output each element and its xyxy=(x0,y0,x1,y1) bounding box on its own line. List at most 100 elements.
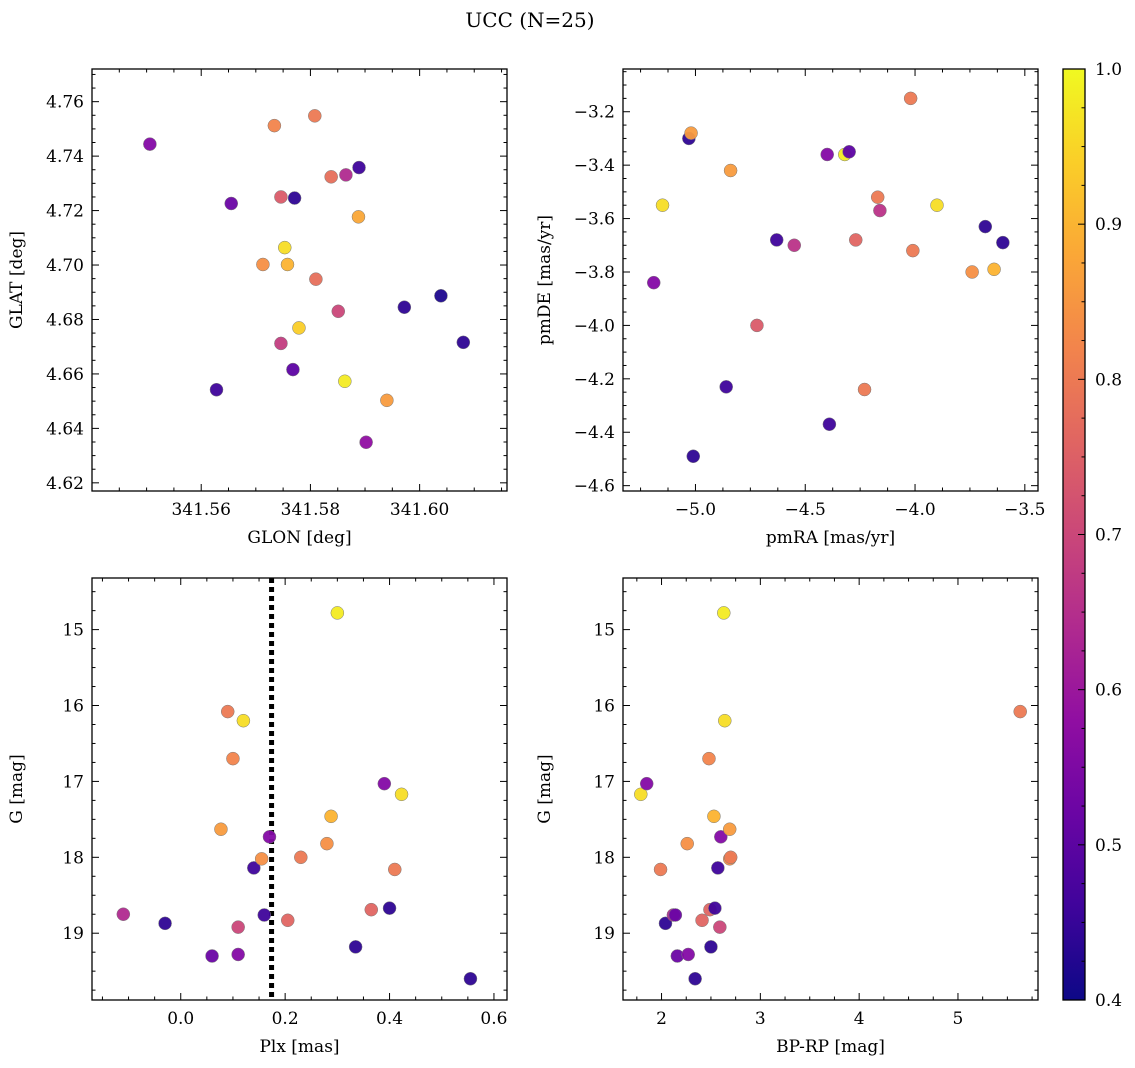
data-point xyxy=(226,751,240,766)
data-point xyxy=(684,126,698,140)
y-tick-label: 16 xyxy=(62,697,84,717)
data-point xyxy=(653,862,668,877)
data-point xyxy=(655,198,670,212)
y-tick-label: 4.70 xyxy=(46,256,84,276)
data-point xyxy=(702,751,716,766)
data-point xyxy=(158,916,172,931)
data-point xyxy=(686,449,701,464)
y-axis-label: GLAT [deg] xyxy=(7,231,27,329)
data-point xyxy=(668,908,683,922)
data-point xyxy=(308,109,322,123)
data-point xyxy=(274,190,288,204)
data-point xyxy=(820,147,834,162)
data-point xyxy=(639,776,654,791)
colorbar-tick-label: 0.5 xyxy=(1095,836,1122,856)
y-tick-label: 4.66 xyxy=(46,365,84,385)
data-point xyxy=(309,272,323,286)
data-point xyxy=(906,243,920,258)
data-point xyxy=(717,606,731,620)
y-tick-label: 17 xyxy=(62,772,84,792)
y-tick-label: 4.68 xyxy=(46,310,84,330)
colorbar-tick-label: 0.7 xyxy=(1095,526,1122,546)
data-point xyxy=(456,335,471,350)
y-tick-label: 19 xyxy=(62,924,84,944)
data-point xyxy=(231,947,245,962)
data-point xyxy=(463,971,478,986)
data-point xyxy=(351,210,366,224)
data-point xyxy=(397,300,412,314)
data-point xyxy=(214,822,228,836)
y-tick-label: 4.74 xyxy=(46,147,84,167)
y-axis-label: pmDE [mas/yr] xyxy=(535,215,555,345)
x-tick-label: −4.0 xyxy=(894,500,935,520)
x-tick-label: −3.5 xyxy=(1004,500,1045,520)
data-point xyxy=(711,861,725,875)
data-point xyxy=(205,949,219,963)
x-tick-label: 0.2 xyxy=(272,1009,299,1029)
data-point xyxy=(324,809,338,824)
y-tick-label: 16 xyxy=(593,697,615,717)
x-tick-label: −5.0 xyxy=(675,500,716,520)
data-point xyxy=(688,971,702,986)
data-point xyxy=(292,321,306,335)
data-point xyxy=(658,916,673,931)
data-point xyxy=(254,852,269,866)
x-tick-label: 341.58 xyxy=(281,500,340,520)
y-tick-label: −4.2 xyxy=(574,370,615,390)
data-point xyxy=(364,902,379,917)
x-tick-label: −4.5 xyxy=(785,500,826,520)
colorbar-tick-label: 0.8 xyxy=(1095,370,1122,390)
data-point xyxy=(723,850,738,865)
data-point xyxy=(294,850,308,865)
data-point xyxy=(434,289,448,303)
data-point xyxy=(359,435,373,450)
data-point xyxy=(714,830,728,844)
colorbar-tick-label: 1.0 xyxy=(1095,60,1122,80)
data-point xyxy=(719,380,733,394)
data-point xyxy=(320,836,334,851)
axes-frame xyxy=(91,68,508,492)
data-point xyxy=(377,776,392,791)
data-point xyxy=(965,265,979,279)
data-point xyxy=(842,145,856,159)
axes-frame xyxy=(622,68,1039,492)
data-point xyxy=(870,190,885,204)
data-point xyxy=(394,787,409,802)
data-point xyxy=(382,901,397,915)
data-point xyxy=(849,233,863,247)
data-point xyxy=(996,235,1010,250)
x-tick-label: 0.0 xyxy=(167,1009,194,1029)
figure-title: UCC (N=25) xyxy=(465,8,594,32)
data-point xyxy=(787,238,802,253)
data-point xyxy=(267,118,282,133)
x-axis-label: Plx [mas] xyxy=(259,1037,339,1057)
data-point xyxy=(331,304,346,319)
data-point xyxy=(723,163,738,178)
data-point xyxy=(256,257,270,272)
data-point xyxy=(278,240,292,255)
data-point xyxy=(646,275,661,290)
y-tick-label: −3.4 xyxy=(574,156,615,176)
axes-frame xyxy=(91,577,508,1001)
data-point xyxy=(324,170,338,184)
data-point xyxy=(330,606,345,620)
data-point xyxy=(695,913,709,928)
colorbar: 0.4 0.5 0.6 0.7 0.8 0.9 1.0 xyxy=(1062,60,1122,1011)
data-point xyxy=(987,262,1001,277)
y-tick-label: −4.6 xyxy=(574,477,615,497)
data-point xyxy=(220,704,235,719)
data-point xyxy=(680,836,694,851)
x-tick-label: 0.4 xyxy=(376,1009,403,1029)
y-tick-label: 19 xyxy=(593,924,615,944)
colorbar-tick-label: 0.4 xyxy=(1095,991,1122,1011)
data-point xyxy=(708,901,722,915)
data-point xyxy=(338,374,352,389)
data-point xyxy=(380,393,394,408)
data-point xyxy=(704,940,718,954)
x-tick-label: 2 xyxy=(656,1009,667,1029)
data-point xyxy=(247,861,261,875)
scatter-panel-4: 2 3 4 5 15 16 17 18 19 BP-RP [mag] G [mag] xyxy=(535,577,1039,1057)
data-point xyxy=(116,907,131,921)
data-point xyxy=(257,908,272,922)
y-tick-label: 4.64 xyxy=(46,419,84,439)
